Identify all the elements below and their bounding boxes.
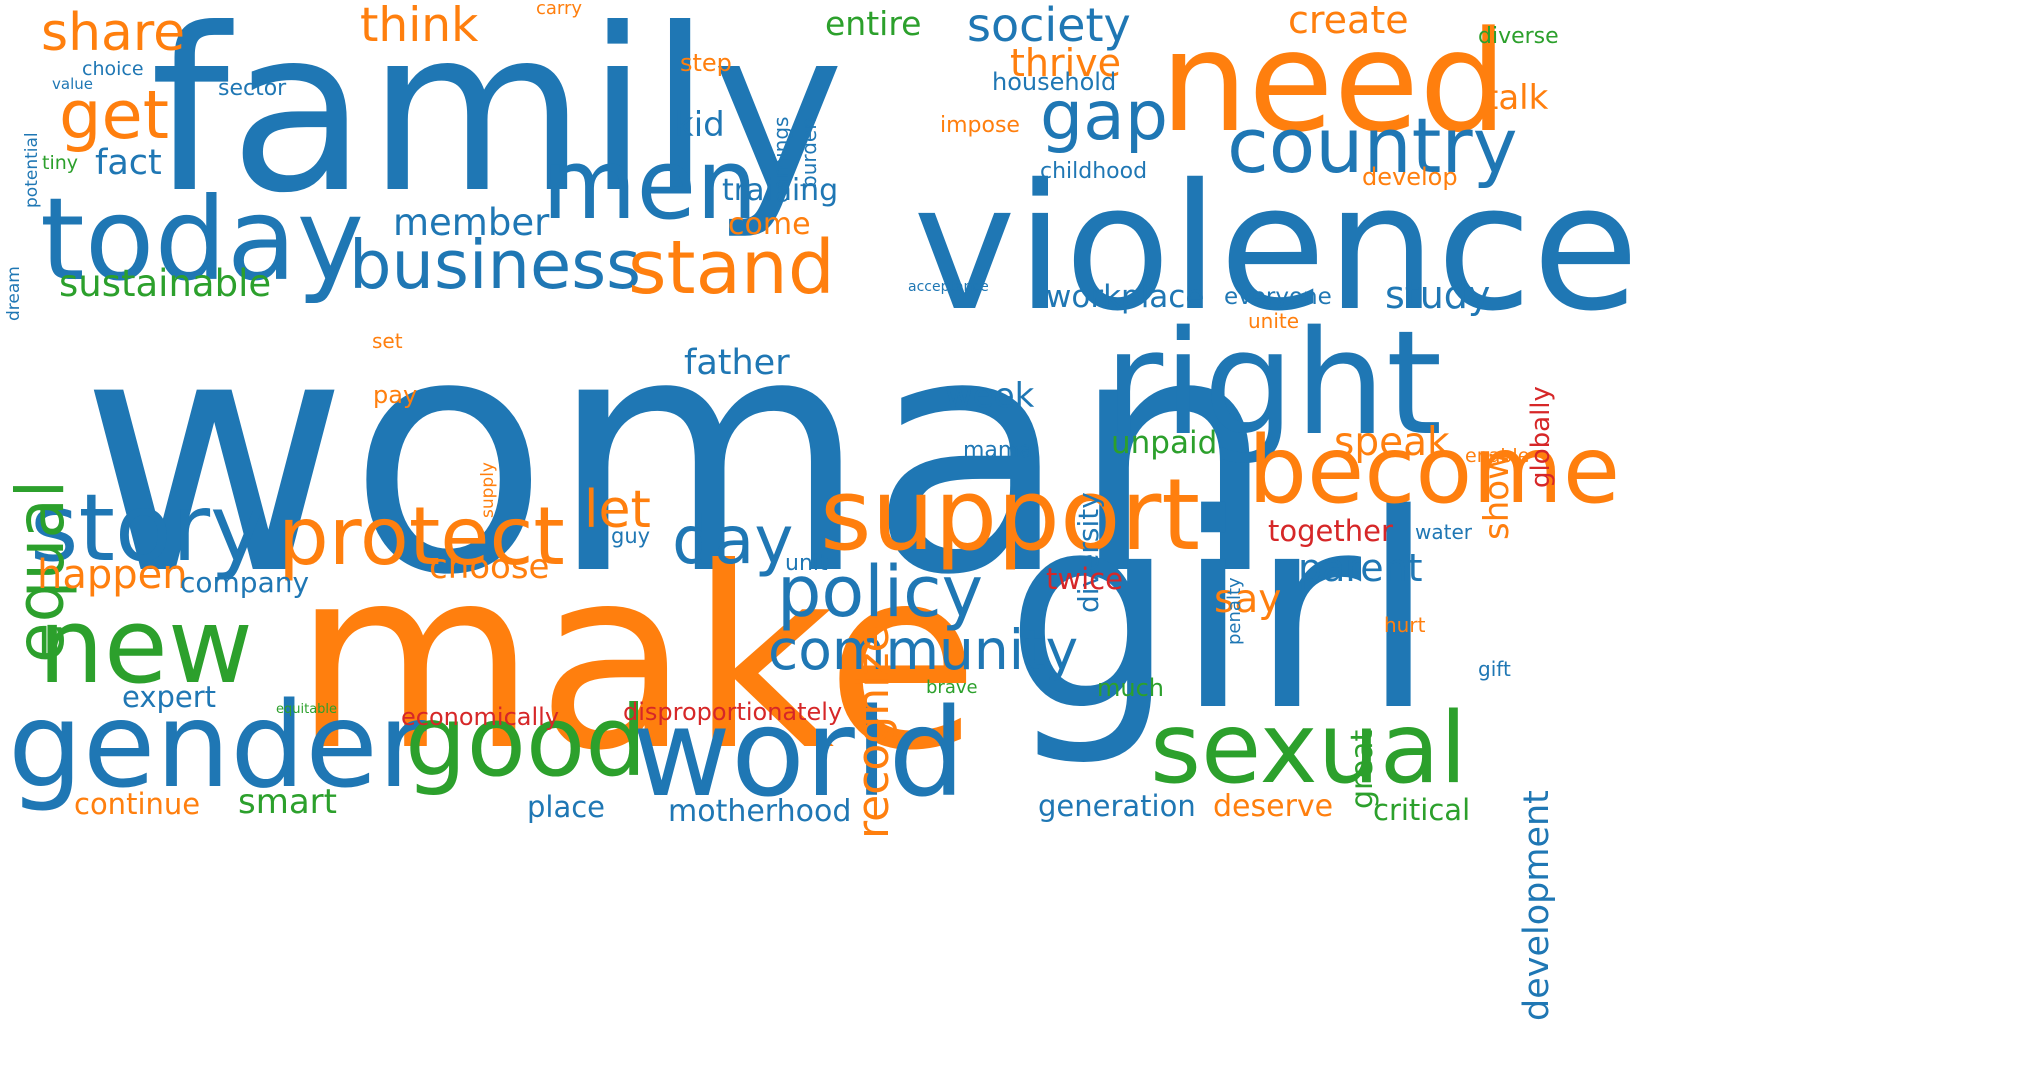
word-speak: speak [1334, 420, 1450, 465]
word-gap: gap [1040, 77, 1168, 156]
word-business: business [349, 226, 642, 304]
word-sustainable: sustainable [59, 262, 272, 305]
word-story: story [30, 474, 266, 582]
word-world: world [632, 683, 966, 824]
word-water: water [1415, 520, 1472, 544]
word-workplace: workplace [1046, 279, 1205, 315]
word-childhood: childhood [1040, 159, 1148, 184]
word-protect: protect [278, 490, 565, 583]
word-family: family [150, 0, 845, 243]
word-right: right [1104, 299, 1443, 467]
word-recognize: recognize [848, 625, 899, 839]
word-step: step [680, 49, 732, 77]
word-much: much [1097, 674, 1164, 702]
word-dream: dream [4, 266, 24, 321]
word-carry: carry [536, 0, 583, 19]
word-woman: woman [80, 266, 1278, 647]
word-earnings: earnings [769, 116, 793, 203]
word-say: say [1214, 577, 1282, 622]
word-come: come [728, 207, 811, 242]
word-policy: policy [777, 551, 984, 633]
word-training: training [722, 173, 839, 208]
word-good: good [405, 685, 647, 798]
word-household: household [992, 68, 1117, 96]
word-supply: supply [478, 462, 498, 518]
word-let: let [584, 480, 651, 540]
word-pay: pay [373, 381, 418, 409]
word-potential: potential [22, 132, 42, 208]
word-place: place [527, 790, 606, 824]
word-globally: globally [1526, 386, 1556, 488]
word-enable: enable [1465, 445, 1530, 467]
word-violence: violence [913, 147, 1640, 350]
word-smart: smart [238, 782, 337, 822]
word-study: study [1385, 273, 1491, 317]
word-need: need [1160, 1, 1508, 163]
word-day: day [672, 502, 794, 579]
word-member: member [393, 201, 550, 244]
word-happen: happen [37, 552, 188, 598]
word-new: new [38, 585, 253, 707]
word-today: today [40, 173, 365, 306]
word-sexual: sexual [1150, 692, 1468, 806]
word-tiny: tiny [42, 152, 79, 174]
word-company: company [180, 566, 310, 599]
word-mama: mama [963, 438, 1033, 463]
word-create: create [1288, 0, 1409, 42]
word-week: week [945, 376, 1035, 416]
word-development: development [1517, 790, 1557, 1021]
word-share: share [41, 3, 186, 63]
word-gender: gender [8, 676, 427, 814]
word-deserve: deserve [1213, 789, 1334, 824]
word-father: father [684, 343, 790, 383]
word-men: men [542, 128, 758, 241]
word-sector: sector [218, 76, 287, 101]
word-equitable: equitable [276, 702, 338, 717]
word-make: make [293, 514, 980, 805]
word-value: value [52, 75, 93, 93]
word-burden: burden [797, 117, 821, 188]
word-girl: girl [1005, 457, 1436, 770]
word-diverse: diverse [1478, 24, 1559, 49]
word-community: community [768, 618, 1079, 682]
word-thrive: thrive [1010, 41, 1122, 85]
word-become: become [1248, 416, 1621, 524]
word-parent: parent [1298, 546, 1423, 590]
word-kid: kid [674, 105, 725, 145]
word-get: get [59, 76, 170, 154]
word-stand: stand [628, 225, 835, 311]
word-penalty: penalty [1224, 577, 1245, 645]
word-develop: develop [1362, 163, 1458, 191]
word-economically: economically [401, 703, 560, 731]
word-together: together [1268, 514, 1393, 548]
word-brave: brave [926, 677, 978, 698]
word-fact: fact [95, 143, 162, 183]
word-twice: twice [1046, 562, 1123, 596]
word-disproportionately: disproportionately [623, 698, 843, 726]
word-choice: choice [82, 58, 144, 80]
word-entire: entire [825, 4, 922, 43]
word-acceptance: acceptance [908, 279, 989, 295]
word-everyone: everyone [1224, 284, 1332, 310]
word-expert: expert [122, 680, 217, 714]
word-society: society [967, 0, 1131, 52]
word-hurt: hurt [1384, 613, 1426, 637]
word-guy: guy [611, 524, 651, 548]
word-unite: unite [1248, 309, 1300, 333]
word-motherhood: motherhood [668, 794, 852, 829]
word-think: think [360, 0, 479, 53]
word-unpaid: unpaid [1111, 425, 1218, 461]
word-gift: gift [1478, 657, 1511, 681]
word-country: country [1227, 101, 1518, 190]
word-impose: impose [940, 113, 1020, 138]
word-choose: choose [429, 547, 550, 587]
word-continue: continue [74, 787, 201, 821]
word-talk: talk [1485, 78, 1549, 118]
word-generation: generation [1038, 789, 1196, 823]
word-support: support [820, 458, 1201, 573]
word-set: set [372, 329, 403, 353]
word-critical: critical [1373, 793, 1471, 827]
word-unit: unit [785, 551, 828, 576]
